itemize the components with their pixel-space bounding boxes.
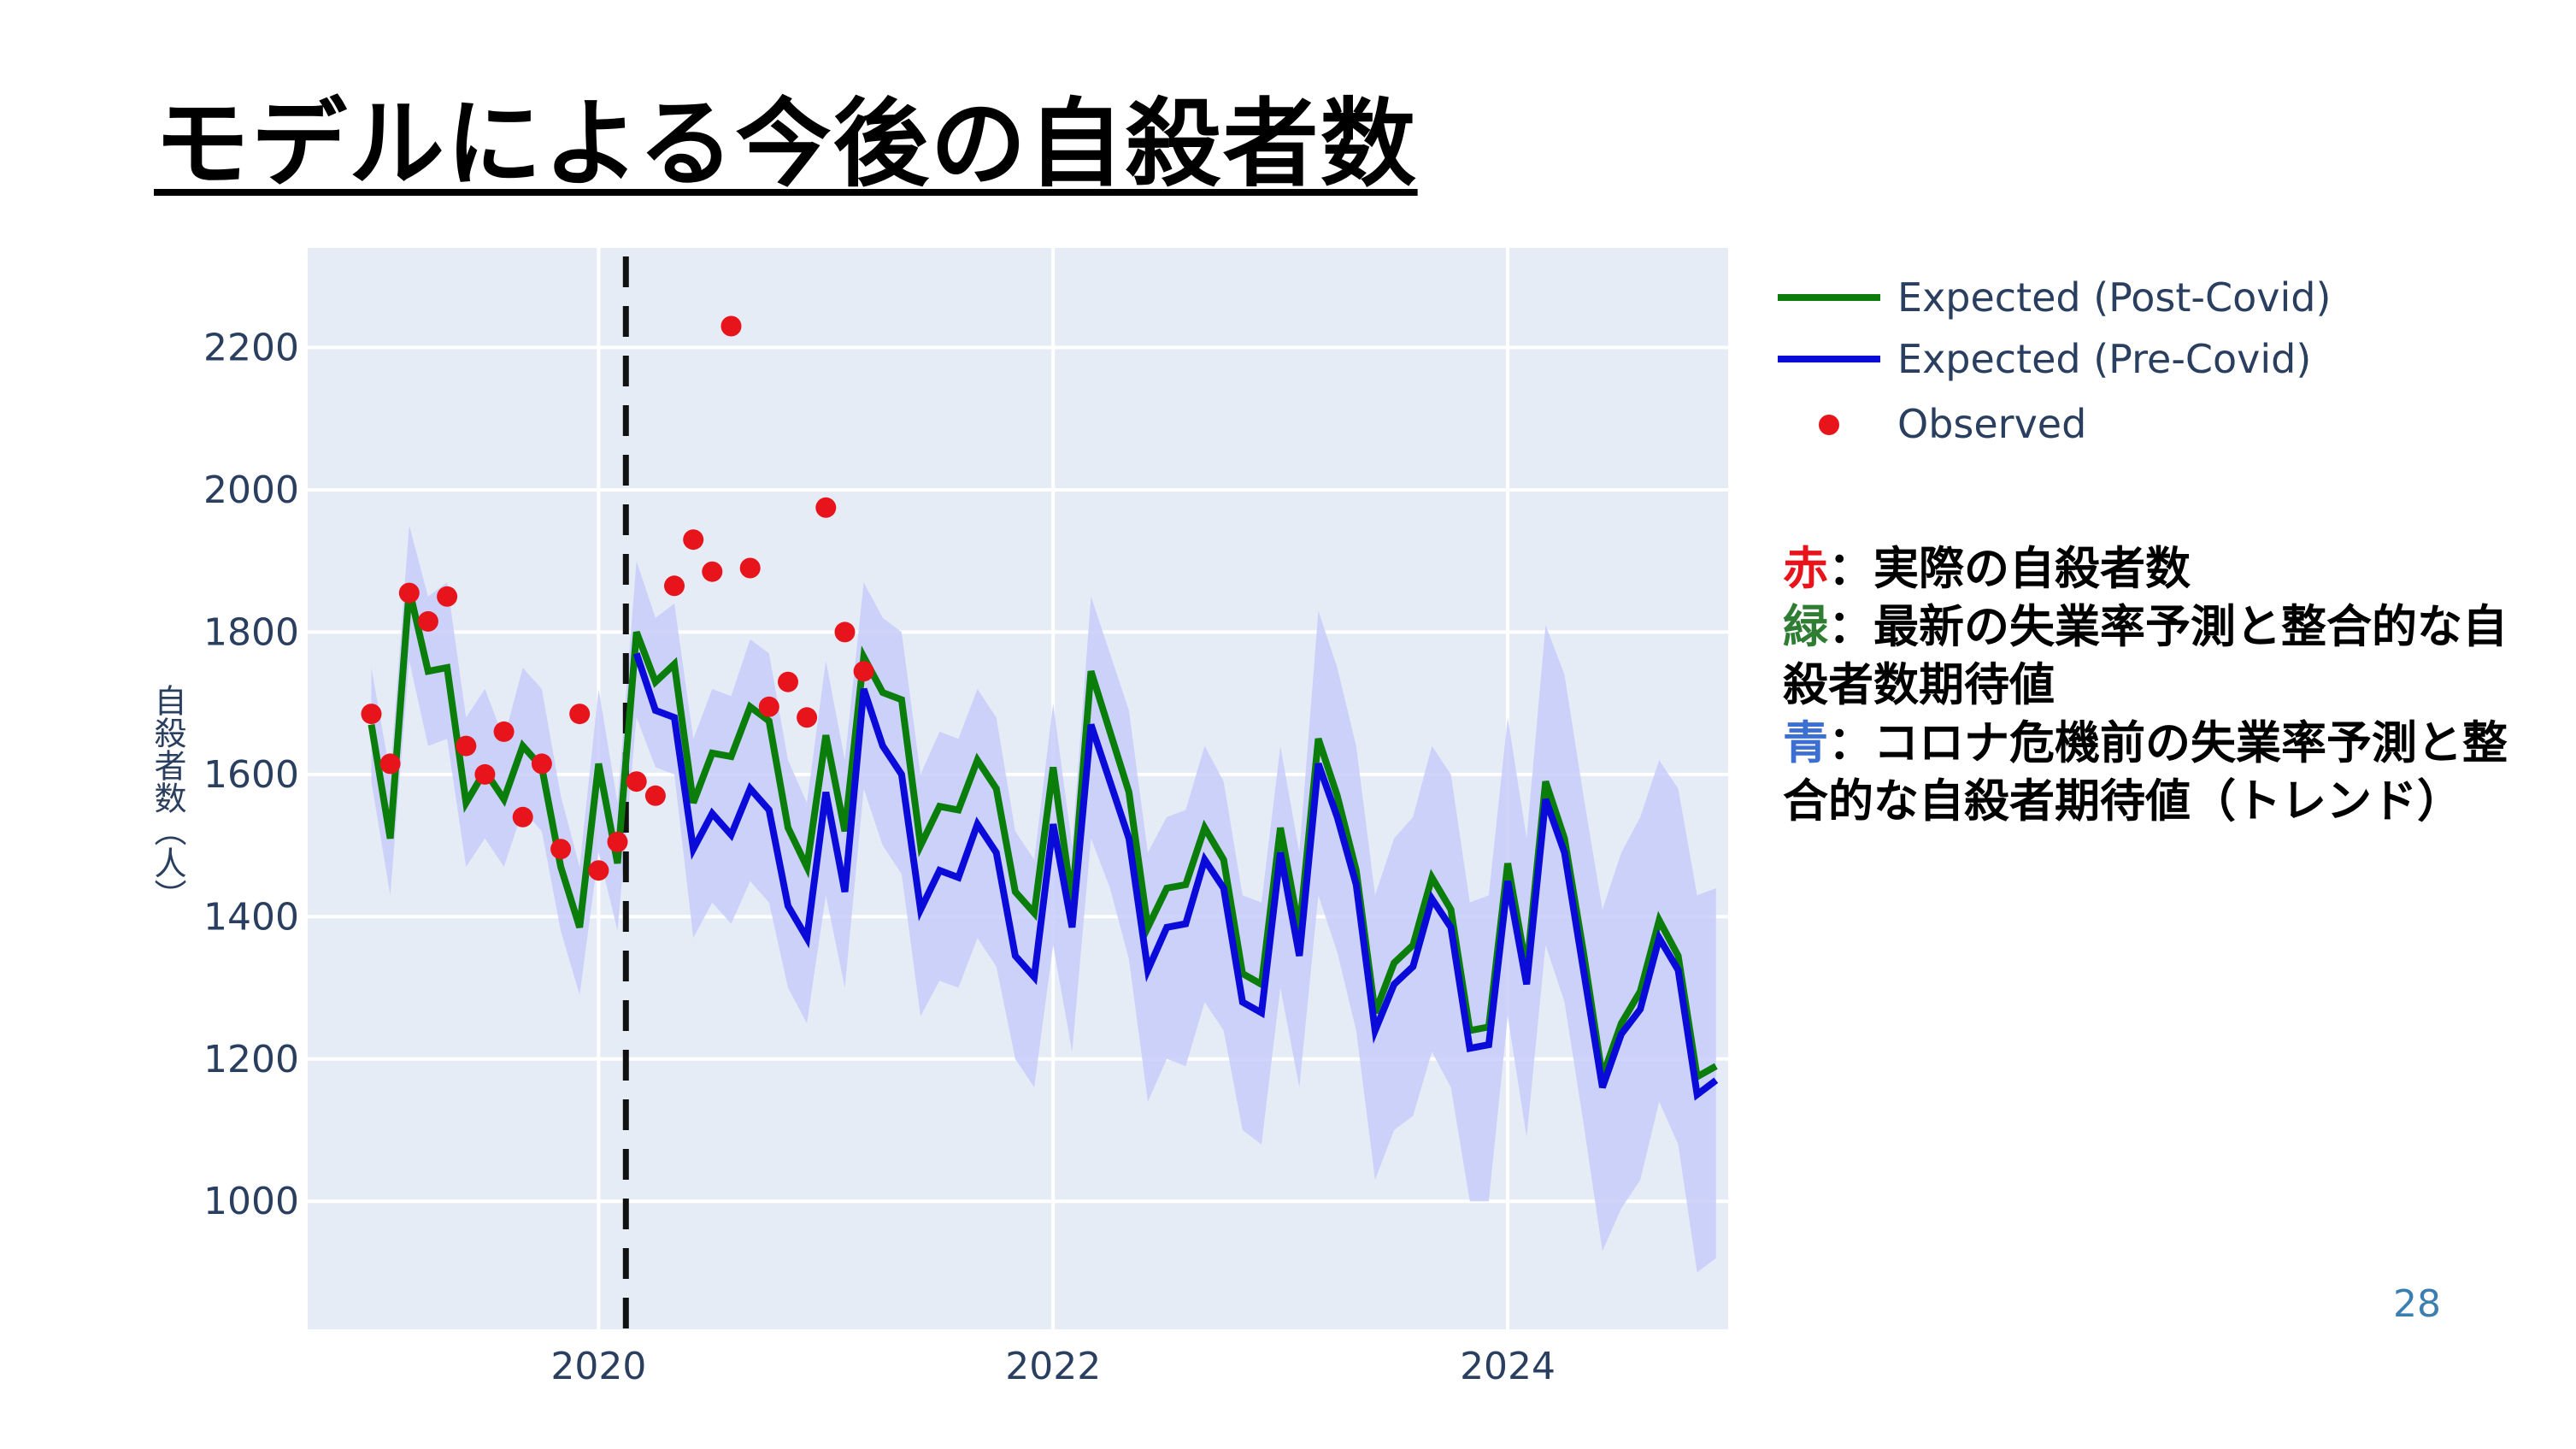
legend-pre-label: Expected (Pre-Covid) [1897,336,2311,382]
observed-point [644,785,666,806]
observed-point [588,860,609,881]
observed-point [398,582,420,604]
x-axis-ticks: 2020 2022 2024 [550,1345,1556,1388]
annotation-red: 赤：実際の自殺者数 [1783,540,2552,598]
observed-point [702,561,723,582]
annotation-green: 緑：最新の失業率予測と整合的な自殺者数期待値 [1783,598,2552,715]
observed-point [683,529,704,551]
observed-point [550,839,572,860]
observed-point [797,707,818,728]
observed-point [626,771,647,792]
annotation-blue-text: ：コロナ危機前の失業率予測と整合的な自殺者期待値（トレンド） [1783,717,2508,828]
observed-point [531,753,552,775]
annotation-box: 赤：実際の自殺者数 緑：最新の失業率予測と整合的な自殺者数期待値 青：コロナ危機… [1783,540,2552,831]
observed-point [778,671,798,692]
y-axis-label: 自殺者数（人） [149,684,186,911]
observed-point [512,806,533,828]
x-tick-label: 2022 [1005,1345,1101,1388]
legend: Expected (Post-Covid) Expected (Pre-Covi… [1778,274,2331,447]
x-tick-label: 2020 [550,1345,646,1388]
observed-point [437,586,458,607]
y-tick-label: 1800 [203,610,299,654]
observed-point [720,315,742,337]
observed-point [417,610,438,632]
y-tick-label: 2200 [203,327,299,370]
y-tick-label: 2000 [203,468,299,512]
observed-point [456,735,477,757]
slide-title: モデルによる今後の自殺者数 [154,89,1418,200]
y-axis-ticks: 1000 1200 1400 1600 1800 2000 2200 [203,327,299,1224]
annotation-red-text: ：実際の自殺者数 [1828,543,2191,595]
observed-point [853,661,874,682]
page-number: 28 [2393,1282,2441,1326]
y-tick-label: 1400 [203,895,299,939]
observed-point [474,763,496,785]
annotation-green-text: ：最新の失業率予測と整合的な自殺者数期待値 [1783,601,2508,711]
legend-observed-swatch [1819,415,1839,435]
observed-point [758,696,779,717]
annotation-blue-key: 青 [1783,717,1828,769]
observed-point [493,721,515,742]
annotation-green-key: 緑 [1783,601,1828,653]
pre-covid-line [632,652,1719,1101]
observed-point [664,575,685,597]
observed-point [834,621,856,643]
legend-observed-label: Observed [1897,401,2086,447]
annotation-red-key: 赤 [1783,543,1828,595]
y-tick-label: 1000 [203,1180,299,1223]
observed-points [361,315,874,881]
annotation-blue: 青：コロナ危機前の失業率予測と整合的な自殺者期待値（トレンド） [1783,715,2552,831]
observed-point [379,753,401,775]
observed-point [607,831,628,852]
legend-post-label: Expected (Post-Covid) [1897,274,2331,321]
observed-point [361,704,382,725]
observed-point [815,497,837,518]
y-tick-label: 1200 [203,1038,299,1081]
y-tick-label: 1600 [203,753,299,797]
x-tick-label: 2024 [1460,1345,1556,1388]
observed-point [569,704,591,725]
observed-point [739,557,761,579]
